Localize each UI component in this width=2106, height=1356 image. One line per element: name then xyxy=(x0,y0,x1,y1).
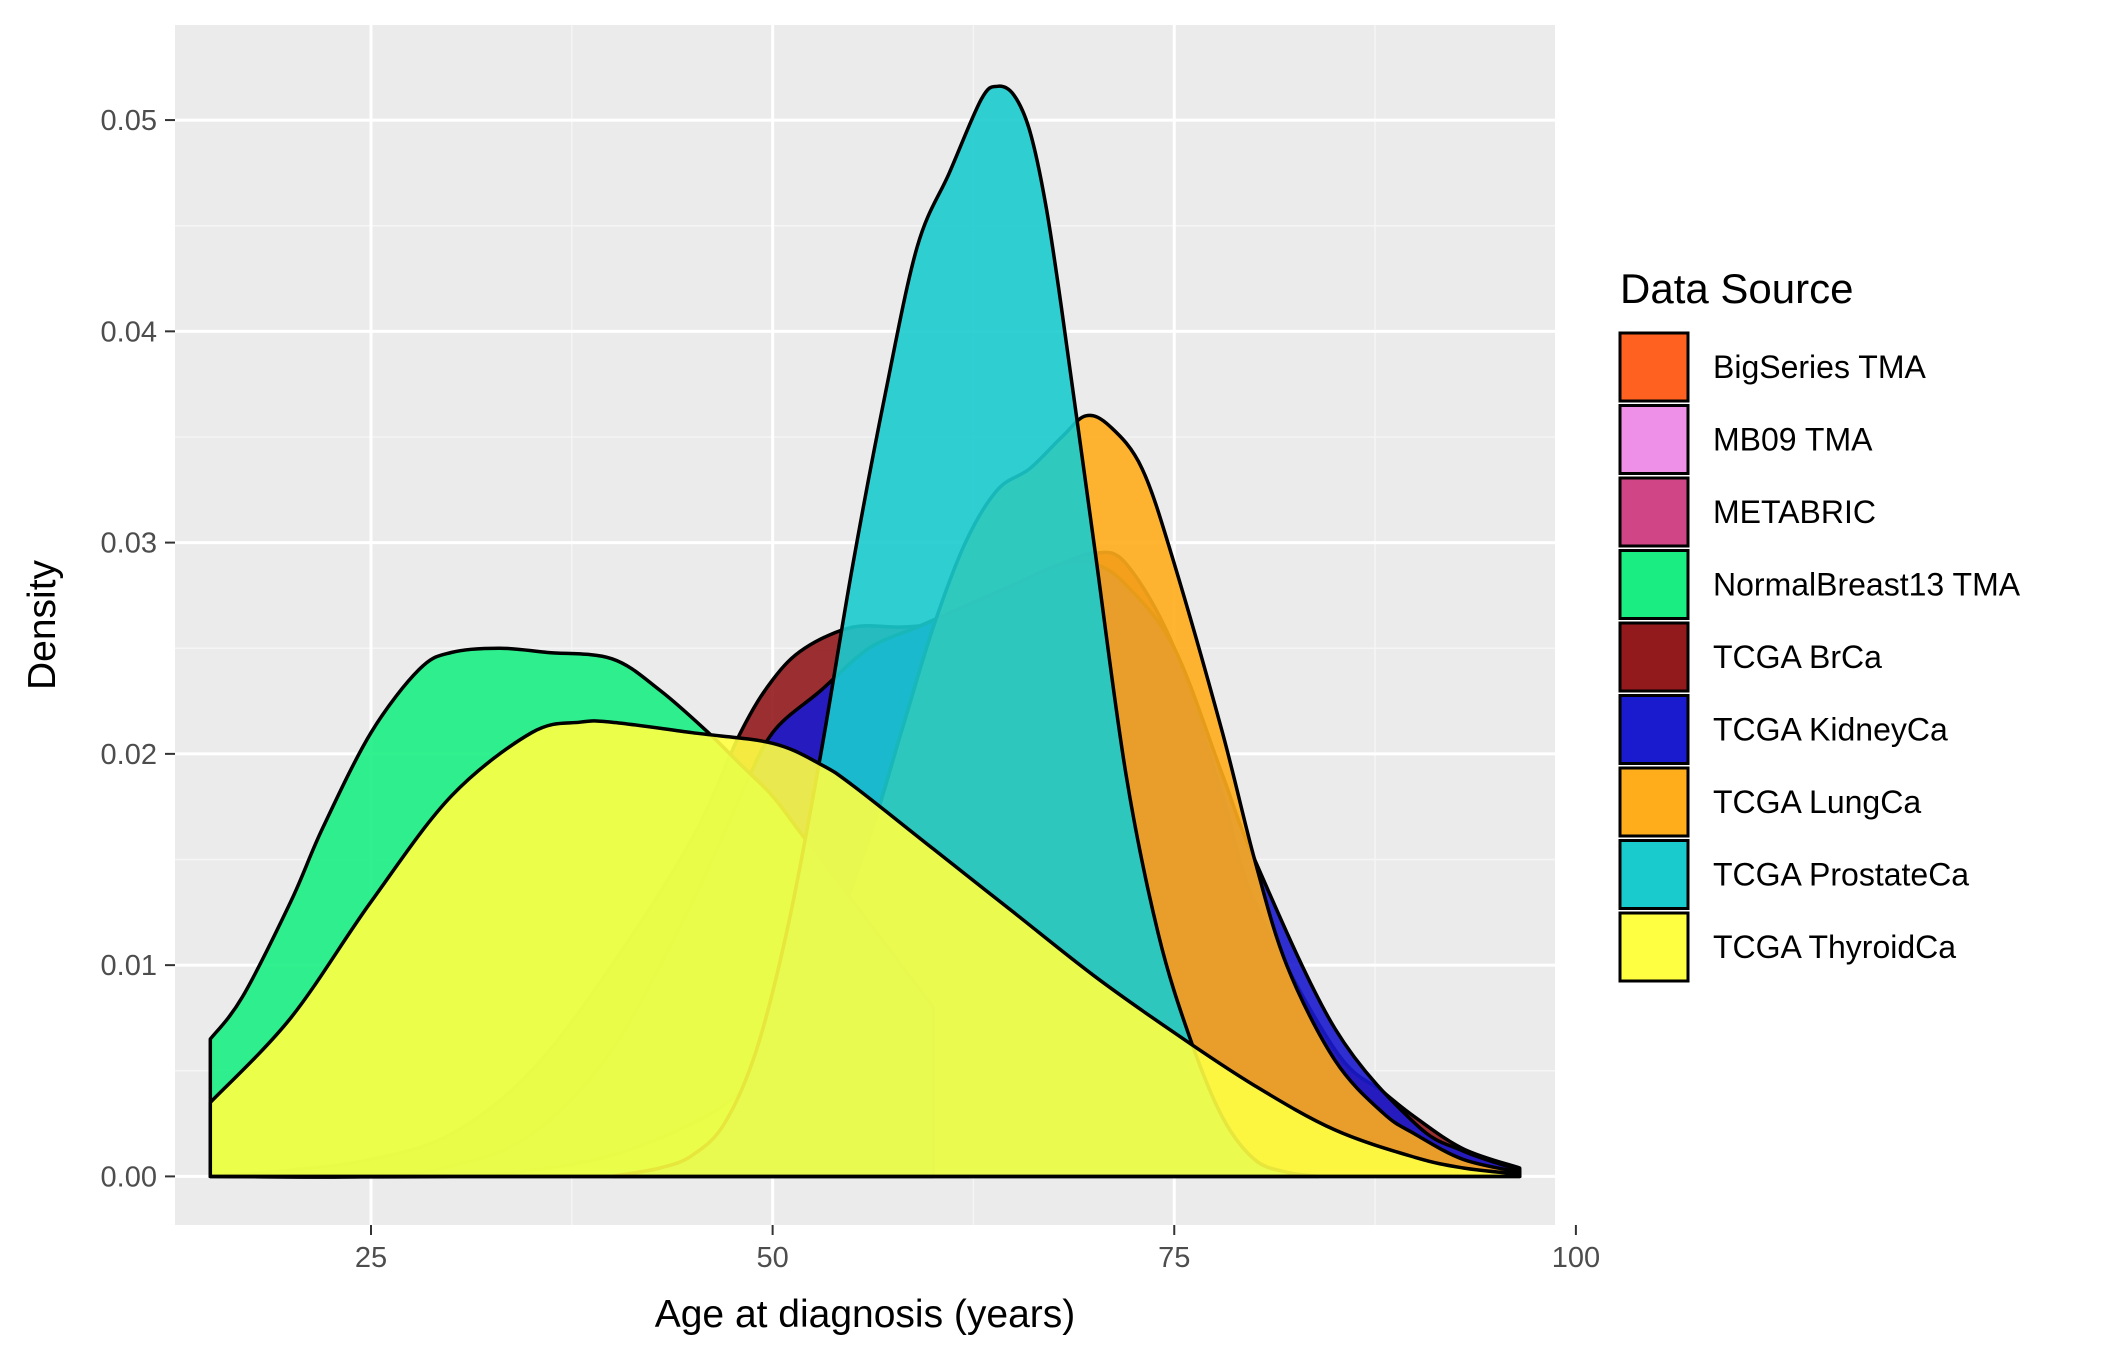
legend-title: Data Source xyxy=(1620,265,1853,312)
x-tick-label: 75 xyxy=(1158,1242,1190,1274)
legend-swatch xyxy=(1618,911,1690,983)
legend-swatch xyxy=(1618,621,1690,693)
legend-label: TCGA ProstateCa xyxy=(1713,857,1969,893)
legend-swatch xyxy=(1618,404,1690,475)
legend-label: TCGA LungCa xyxy=(1713,784,1921,820)
legend-label: BigSeries TMA xyxy=(1713,349,1926,385)
legend-swatch xyxy=(1618,476,1690,548)
y-tick-label: 0.00 xyxy=(101,1161,157,1193)
y-tick-label: 0.01 xyxy=(101,950,157,982)
legend-swatch xyxy=(1618,766,1690,838)
legend: Data Source BigSeries TMA MB09 TMA METABRI… xyxy=(1618,265,2021,983)
density-areas xyxy=(208,84,1522,1179)
legend-swatch xyxy=(1618,331,1690,403)
x-tick-label: 25 xyxy=(355,1242,387,1274)
density-area-tcga-thyroidca xyxy=(208,719,1522,1179)
x-axis: 25 50 75 100 xyxy=(355,1225,1600,1274)
legend-label: TCGA ThyroidCa xyxy=(1713,929,1956,965)
legend-swatch xyxy=(1618,694,1690,765)
legend-swatch xyxy=(1618,839,1690,910)
x-tick-label: 50 xyxy=(756,1242,788,1274)
y-tick-label: 0.05 xyxy=(101,105,157,137)
x-tick-label: 100 xyxy=(1552,1242,1600,1274)
y-tick-label: 0.04 xyxy=(101,316,157,348)
legend-label: TCGA BrCa xyxy=(1713,639,1882,675)
legend-label: NormalBreast13 TMA xyxy=(1713,567,2021,603)
legend-swatch xyxy=(1618,549,1690,620)
y-axis: 0.00 0.01 0.02 0.03 0.04 0.05 xyxy=(101,105,175,1193)
legend-label: METABRIC xyxy=(1713,494,1876,530)
y-tick-label: 0.03 xyxy=(101,528,157,560)
legend-label: MB09 TMA xyxy=(1713,422,1873,458)
legend-label: TCGA KidneyCa xyxy=(1713,712,1948,748)
y-axis-title: Density xyxy=(21,559,64,690)
x-axis-title: Age at diagnosis (years) xyxy=(655,1293,1076,1336)
y-tick-label: 0.02 xyxy=(101,739,157,771)
